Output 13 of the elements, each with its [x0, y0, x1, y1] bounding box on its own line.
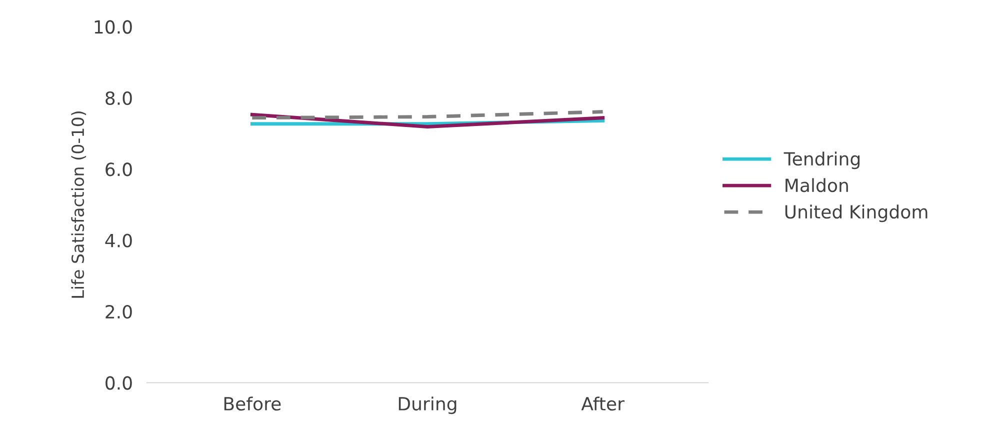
legend-label: Tendring: [784, 152, 860, 170]
y-tick-label: 2.0: [106, 304, 132, 319]
legend-label: United Kingdom: [785, 204, 928, 222]
x-tick-label: Before: [224, 396, 281, 411]
x-tick-label: After: [581, 396, 624, 411]
y-tick-label: 6.0: [106, 162, 132, 176]
x-tick-label: During: [398, 396, 456, 414]
y-tick-label: 10.0: [94, 20, 132, 34]
y-tick-label: 8.0: [106, 91, 132, 106]
legend-label: Maldon: [786, 178, 848, 192]
y-tick-label: 4.0: [105, 234, 132, 248]
y-tick-label: 0.0: [106, 376, 132, 390]
y-axis-title: Life Satisfaction (0-10): [71, 111, 86, 298]
